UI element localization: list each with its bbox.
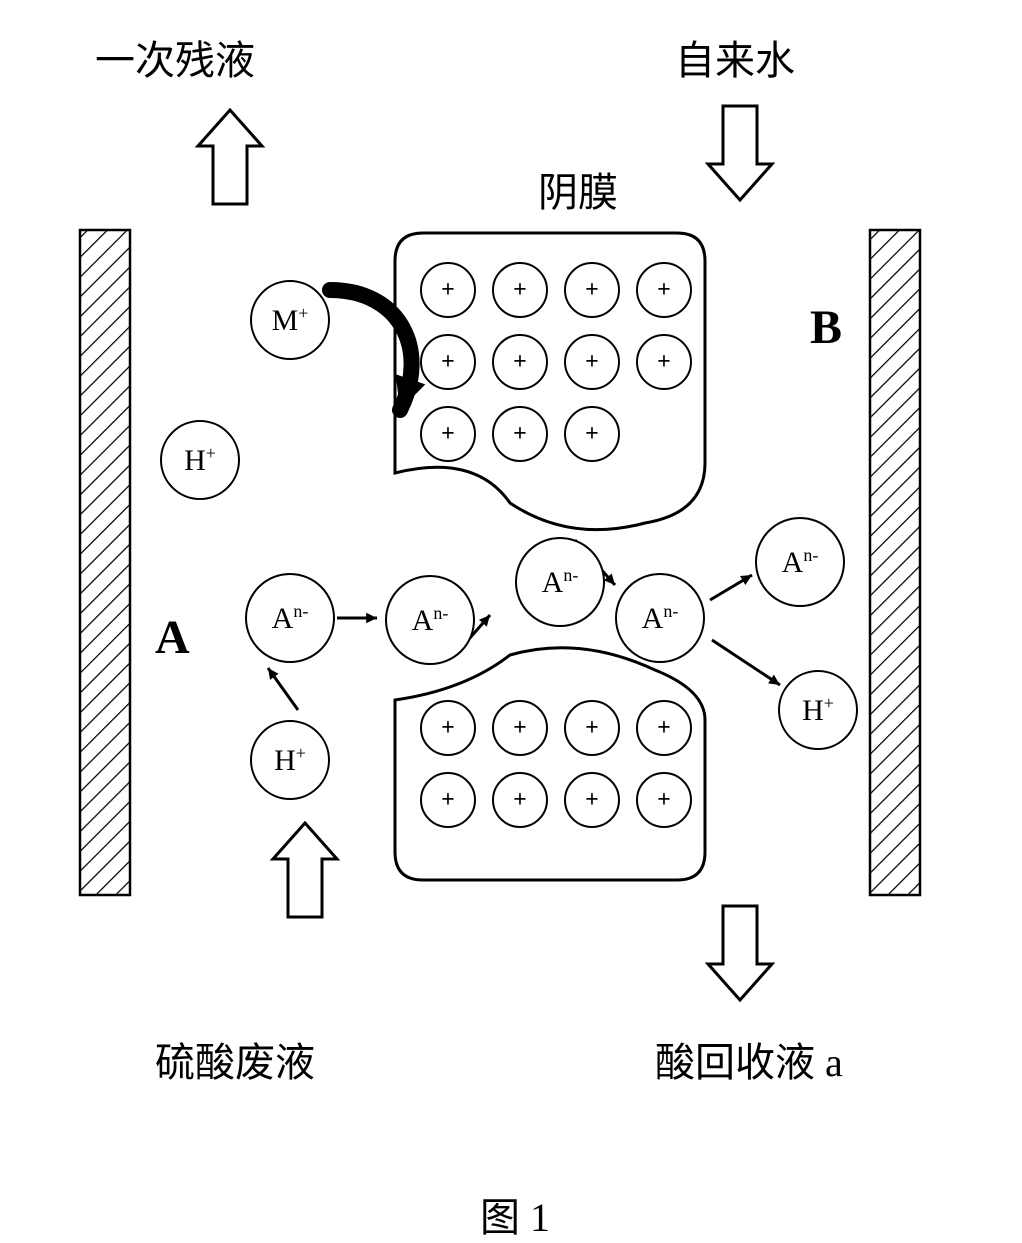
arrow-down-recover [708, 906, 772, 1000]
ion-H_plus-1: H+ [160, 420, 240, 500]
arr-A1-to-A2-head [366, 613, 377, 623]
membrane-plus: + [420, 334, 476, 390]
ion-A_n_minus-6: An- [615, 573, 705, 663]
membrane-plus: + [420, 700, 476, 756]
membrane-bottom [395, 648, 705, 880]
label-region-b: B [810, 300, 842, 355]
arrow-down-water [708, 106, 772, 200]
arr-A4-to-H [712, 640, 780, 685]
ion-A_n_minus-5: An- [515, 537, 605, 627]
membrane-plus: + [492, 334, 548, 390]
membrane-plus: + [492, 772, 548, 828]
label-tapwater: 自来水 [675, 28, 795, 86]
ion-H_plus-8: H+ [778, 670, 858, 750]
electrode-right [870, 230, 920, 895]
membrane-plus: + [564, 700, 620, 756]
label-residual: 一次残液 [95, 28, 255, 86]
membrane-plus: + [636, 700, 692, 756]
electrode-left [80, 230, 130, 895]
membrane-plus: + [564, 334, 620, 390]
figure-caption: 图 1 [480, 1185, 550, 1243]
label-recover: 酸回收液 a [655, 1030, 843, 1088]
membrane-plus: + [564, 262, 620, 318]
membrane-plus: + [420, 406, 476, 462]
label-waste: 硫酸废液 [155, 1030, 315, 1088]
label-region-a: A [155, 610, 190, 665]
membrane-plus: + [636, 772, 692, 828]
ion-H_plus-3: H+ [250, 720, 330, 800]
svg-layer [0, 0, 1022, 1243]
ion-A_n_minus-4: An- [385, 575, 475, 665]
membrane-plus: + [564, 772, 620, 828]
membrane-plus: + [492, 262, 548, 318]
arrow-up-residual [198, 110, 262, 204]
membrane-plus: + [492, 406, 548, 462]
membrane-plus: + [420, 772, 476, 828]
membrane-plus: + [564, 406, 620, 462]
label-membrane: 阴膜 [538, 160, 618, 218]
membrane-plus: + [492, 700, 548, 756]
membrane-plus: + [420, 262, 476, 318]
arrow-up-waste [273, 823, 337, 917]
membrane-plus: + [636, 262, 692, 318]
ion-A_n_minus-7: An- [755, 517, 845, 607]
ion-A_n_minus-2: An- [245, 573, 335, 663]
membrane-plus: + [636, 334, 692, 390]
diagram-canvas: +++++++++++++++++++M+H+An-H+An-An-An-An-… [0, 0, 1022, 1243]
ion-M_plus-0: M+ [250, 280, 330, 360]
